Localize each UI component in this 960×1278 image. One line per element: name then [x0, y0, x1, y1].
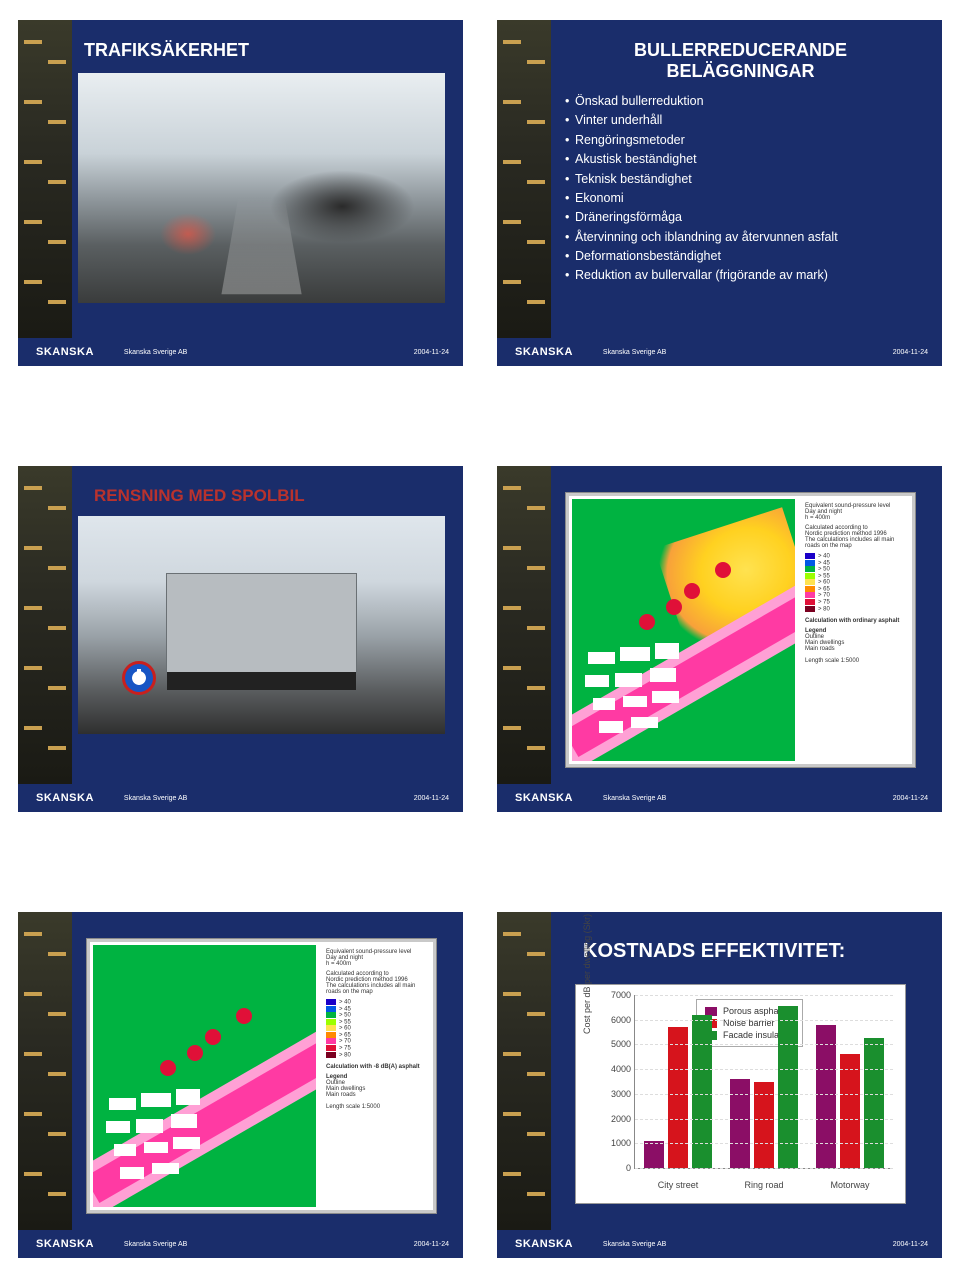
noise-map-b [93, 945, 316, 1207]
footer-date: 2004-11-24 [893, 795, 928, 802]
bullet-item: Ekonomi [565, 189, 924, 208]
skanska-logo: SKANSKA [36, 346, 94, 358]
footer-company: Skanska Sverige AB [124, 1241, 414, 1248]
footer-date: 2004-11-24 [893, 1241, 928, 1248]
slide-noisemap-b: Equivalent sound-pressure level Day and … [18, 912, 463, 1258]
map-legend: Equivalent sound-pressure level Day and … [801, 499, 909, 761]
skanska-logo: SKANSKA [36, 792, 94, 804]
bullet-item: Akustisk beständighet [565, 150, 924, 169]
skanska-logo: SKANSKA [515, 346, 573, 358]
footer-date: 2004-11-24 [414, 349, 449, 356]
footer-company: Skanska Sverige AB [124, 349, 414, 356]
rail-decor [18, 466, 72, 784]
slide-body: Equivalent sound-pressure level Day and … [78, 926, 445, 1224]
noise-map-frame: Equivalent sound-pressure level Day and … [86, 938, 437, 1214]
bullet-item: Önskad bullerreduktion [565, 92, 924, 111]
rail-decor [18, 20, 72, 338]
slide-trafiksakerhet: TRAFIKSÄKERHET SKANSKA Skanska Sverige A… [18, 20, 463, 366]
cost-chart-frame: Porous asphaltNoise barrierFacade insula… [575, 984, 906, 1204]
skanska-logo: SKANSKA [36, 1238, 94, 1250]
slide-footer: SKANSKA Skanska Sverige AB 2004-11-24 [497, 1230, 942, 1258]
noise-map-a [572, 499, 795, 761]
bullet-item: Teknisk beständighet [565, 170, 924, 189]
bullet-item: Deformationsbeständighet [565, 247, 924, 266]
bullet-item: Dräneringsförmåga [565, 208, 924, 227]
slide-bullerreducerande: BULLERREDUCERANDE BELÄGGNINGAR Önskad bu… [497, 20, 942, 366]
slide-body: Equivalent sound-pressure level Day and … [557, 480, 924, 778]
footer-date: 2004-11-24 [414, 795, 449, 802]
skanska-logo: SKANSKA [515, 792, 573, 804]
skanska-logo: SKANSKA [515, 1238, 573, 1250]
chart-groups: City streetRing roadMotorway [635, 995, 893, 1168]
slide-body: KOSTNADS EFFEKTIVITET: Porous asphaltNoi… [557, 926, 924, 1224]
slide-noisemap-a: Equivalent sound-pressure level Day and … [497, 466, 942, 812]
truck-shape [166, 573, 357, 673]
slide-footer: SKANSKA Skanska Sverige AB 2004-11-24 [497, 784, 942, 812]
keep-left-sign-icon [122, 661, 156, 695]
foggy-road-photo [78, 73, 445, 303]
map-legend: Equivalent sound-pressure level Day and … [322, 945, 430, 1207]
rail-decor [18, 912, 72, 1230]
footer-date: 2004-11-24 [893, 349, 928, 356]
slide-body: BULLERREDUCERANDE BELÄGGNINGAR Önskad bu… [557, 34, 924, 332]
footer-company: Skanska Sverige AB [124, 795, 414, 802]
footer-company: Skanska Sverige AB [603, 795, 893, 802]
slide-footer: SKANSKA Skanska Sverige AB 2004-11-24 [497, 338, 942, 366]
slide-footer: SKANSKA Skanska Sverige AB 2004-11-24 [18, 784, 463, 812]
slide2-bullets: Önskad bullerreduktionVinter underhållRe… [565, 92, 924, 286]
slide-footer: SKANSKA Skanska Sverige AB 2004-11-24 [18, 1230, 463, 1258]
slide6-title: KOSTNADS EFFEKTIVITET: [583, 940, 924, 963]
bullet-item: Vinter underhåll [565, 111, 924, 130]
map-blocks [106, 1086, 240, 1201]
noise-map-frame: Equivalent sound-pressure level Day and … [565, 492, 916, 768]
slide2-title: BULLERREDUCERANDE BELÄGGNINGAR [557, 40, 924, 82]
slide1-title: TRAFIKSÄKERHET [84, 40, 445, 61]
rail-decor [497, 20, 551, 338]
slide-footer: SKANSKA Skanska Sverige AB 2004-11-24 [18, 338, 463, 366]
footer-date: 2004-11-24 [414, 1241, 449, 1248]
bullet-item: Reduktion av bullervallar (frigörande av… [565, 266, 924, 285]
slide-kostnads: KOSTNADS EFFEKTIVITET: Porous asphaltNoi… [497, 912, 942, 1258]
slide-body: RENSNING MED SPOLBIL [78, 480, 445, 778]
chart-plot-area: City streetRing roadMotorway 01000200030… [634, 995, 893, 1169]
map-blocks [585, 640, 719, 755]
bullet-item: Återvinning och iblandning av återvunnen… [565, 228, 924, 247]
bullet-item: Rengöringsmetoder [565, 131, 924, 150]
slide-rensning: RENSNING MED SPOLBIL SKANSKA Skanska Sve… [18, 466, 463, 812]
rail-decor [497, 912, 551, 1230]
slide-body: TRAFIKSÄKERHET [78, 34, 445, 332]
spolbil-photo [78, 516, 445, 734]
footer-company: Skanska Sverige AB [603, 1241, 893, 1248]
page: TRAFIKSÄKERHET SKANSKA Skanska Sverige A… [0, 0, 960, 1278]
chart-ylabel: Cost per dB per dwelling (Skr) [582, 914, 592, 1034]
slide3-title: RENSNING MED SPOLBIL [94, 486, 445, 506]
rail-decor [497, 466, 551, 784]
footer-company: Skanska Sverige AB [603, 349, 893, 356]
